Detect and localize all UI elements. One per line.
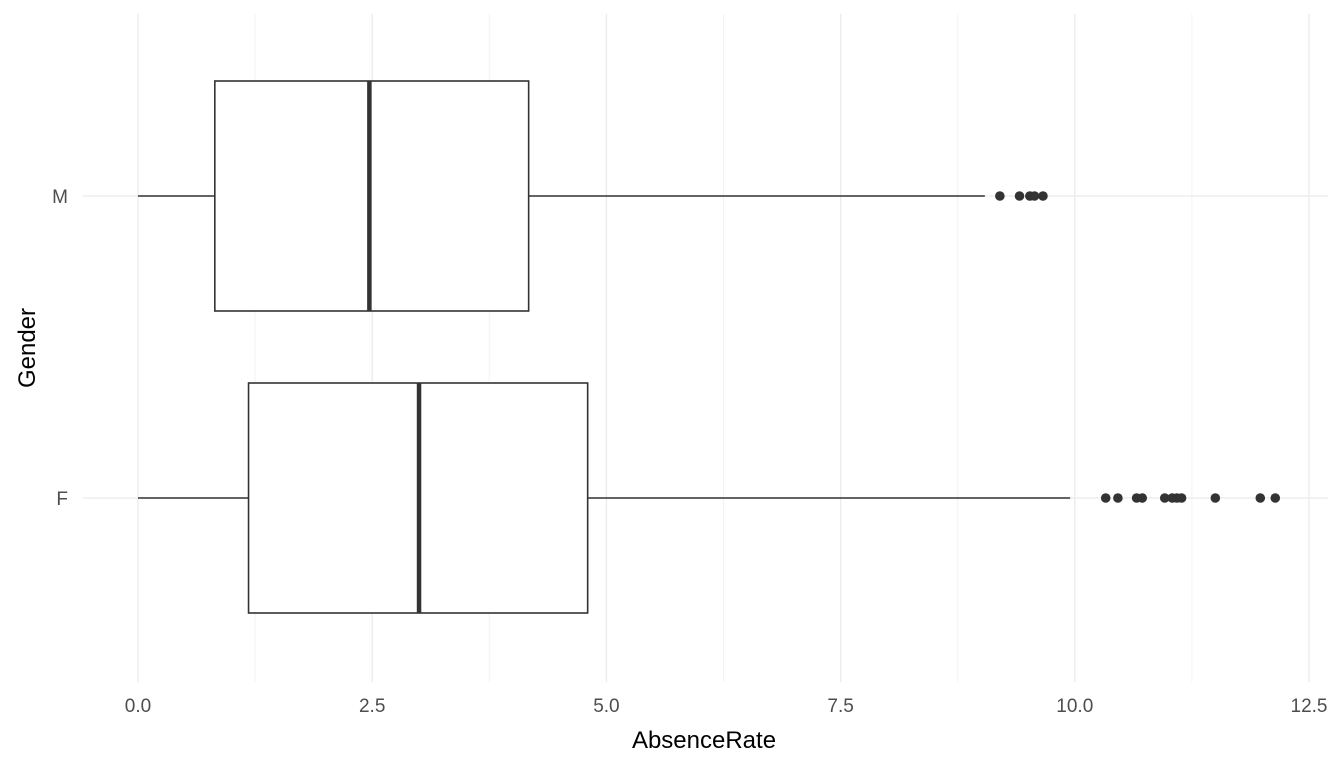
- outlier-point: [1014, 191, 1025, 201]
- outlier-point: [1113, 493, 1123, 503]
- y-axis-ticks: MF: [52, 187, 68, 510]
- outlier-point: [1159, 493, 1170, 503]
- x-tick-label: 5.0: [593, 696, 619, 717]
- outlier-point: [1270, 493, 1281, 503]
- y-tick-label: M: [52, 187, 68, 208]
- outlier-point: [1100, 493, 1111, 503]
- x-tick-label: 7.5: [827, 696, 853, 717]
- x-axis-ticks: 0.0 2.5 5.0 7.5 10.0 12.5: [125, 696, 1328, 717]
- outlier-point: [1029, 191, 1040, 201]
- outlier-point: [1210, 493, 1221, 503]
- outlier-point: [995, 191, 1005, 201]
- x-tick-label: 0.0: [125, 696, 151, 717]
- y-axis-title: Gender: [14, 308, 41, 388]
- x-tick-label: 10.0: [1056, 696, 1093, 717]
- iqr-box: [214, 80, 530, 312]
- boxes-layer: [138, 80, 1281, 614]
- x-tick-label: 12.5: [1291, 696, 1328, 717]
- outlier-point: [1255, 493, 1266, 503]
- outlier-point: [1038, 191, 1048, 201]
- y-tick-label: F: [56, 489, 68, 510]
- x-axis-title: AbsenceRate: [632, 727, 776, 754]
- outlier-point: [1137, 493, 1148, 503]
- box-f: [138, 382, 1281, 614]
- box-m: [138, 80, 1048, 312]
- outlier-point: [1176, 493, 1187, 503]
- x-tick-label: 2.5: [359, 696, 385, 717]
